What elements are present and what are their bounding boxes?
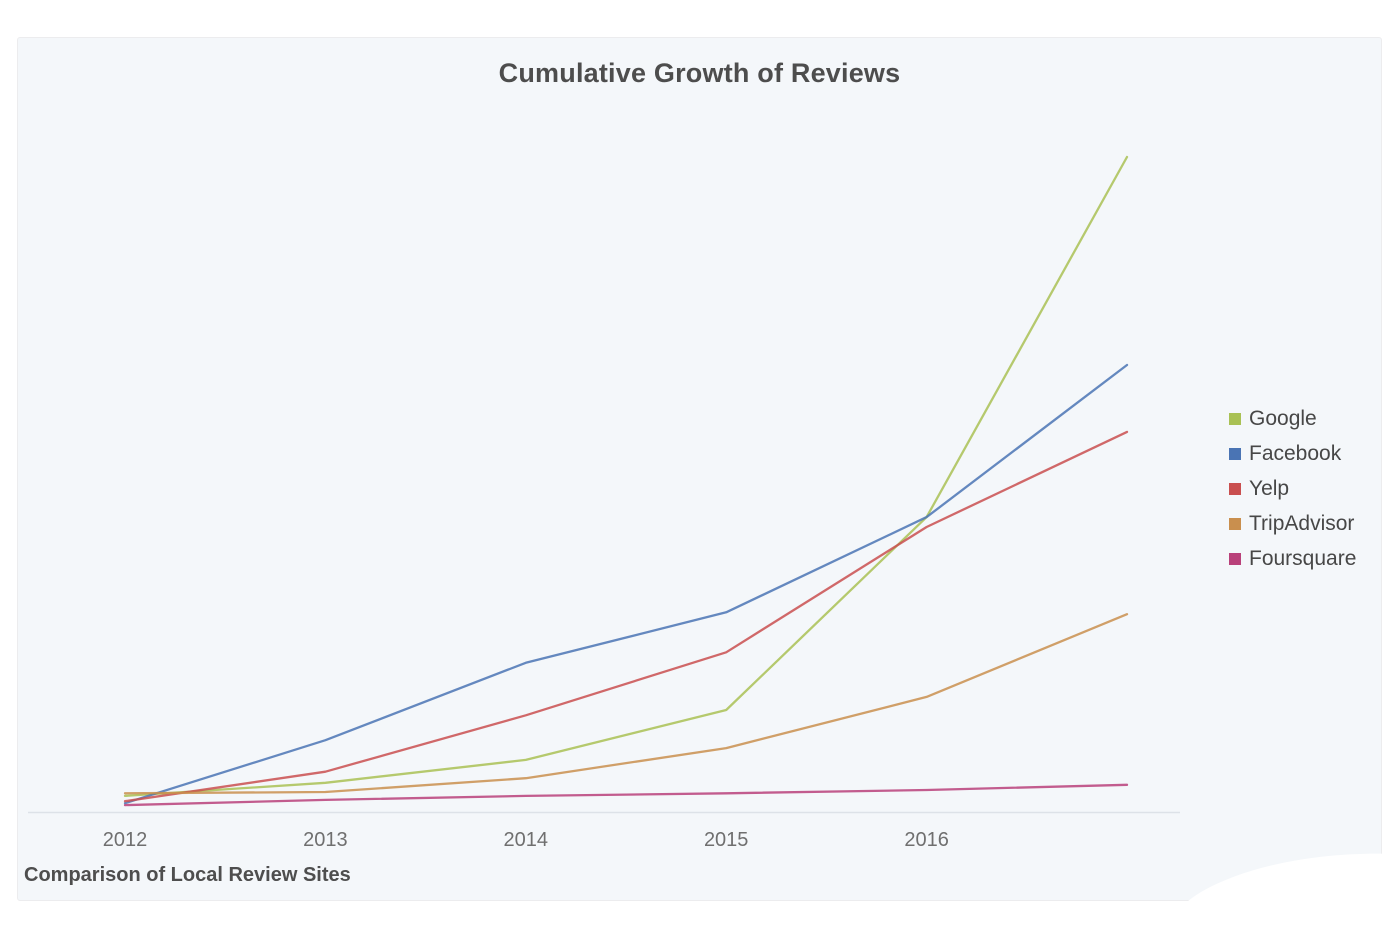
legend-label: Google xyxy=(1249,406,1317,430)
legend-swatch-icon xyxy=(1229,447,1241,460)
chart-legend: Google Facebook Yelp TripAdvisor Foursquare xyxy=(1229,401,1356,576)
legend-label: Foursquare xyxy=(1249,546,1357,570)
legend-item-foursquare: Foursquare xyxy=(1229,541,1356,576)
x-tick-label: 2014 xyxy=(503,829,549,851)
legend-swatch-icon xyxy=(1229,482,1241,495)
legend-swatch-icon xyxy=(1229,517,1241,530)
chart-panel xyxy=(17,37,1382,901)
legend-item-google: Google xyxy=(1229,401,1356,436)
legend-label: Yelp xyxy=(1249,476,1290,500)
chart-caption: Comparison of Local Review Sites xyxy=(24,864,351,886)
legend-swatch-icon xyxy=(1229,412,1241,425)
legend-item-tripadvisor: TripAdvisor xyxy=(1229,506,1356,541)
legend-label: Facebook xyxy=(1249,441,1342,465)
x-tick-label: 2015 xyxy=(703,829,749,851)
x-tick-label: 2012 xyxy=(102,829,148,851)
legend-label: TripAdvisor xyxy=(1249,511,1355,535)
legend-item-yelp: Yelp xyxy=(1229,471,1356,506)
legend-swatch-icon xyxy=(1229,552,1241,565)
x-tick-label: 2016 xyxy=(904,829,949,851)
legend-item-facebook: Facebook xyxy=(1229,436,1356,471)
chart-title: Cumulative Growth of Reviews xyxy=(498,58,901,88)
x-tick-label: 2013 xyxy=(303,829,348,851)
